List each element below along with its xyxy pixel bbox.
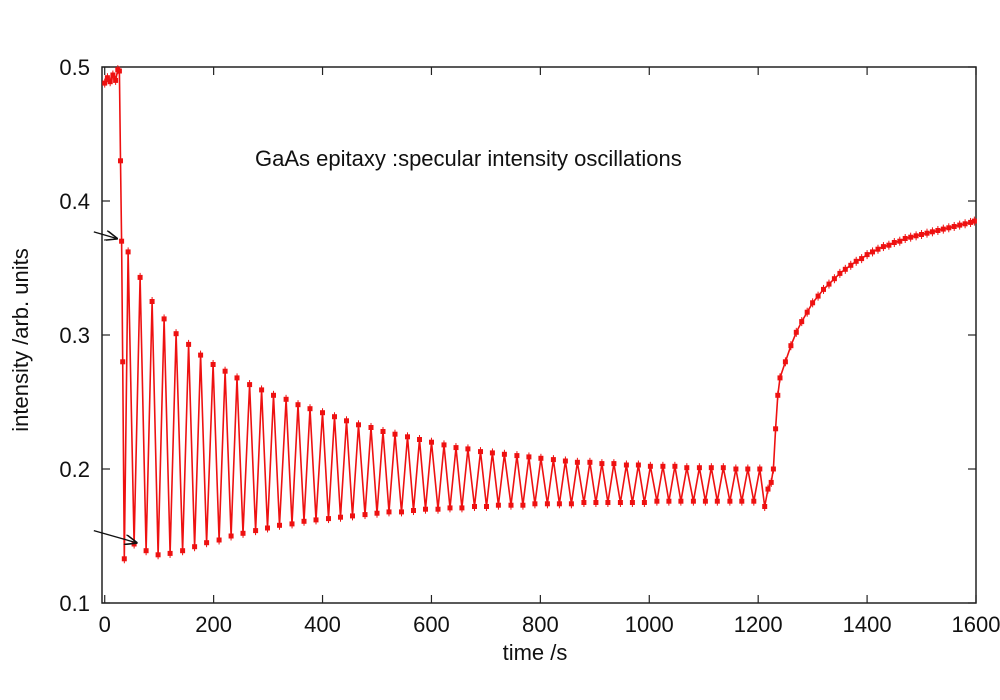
x-tick-label: 0 <box>99 612 111 637</box>
x-tick-label: 600 <box>413 612 450 637</box>
annotation-arrow <box>93 232 117 239</box>
y-tick-label: 0.3 <box>59 323 90 348</box>
y-tick-label: 0.1 <box>59 591 90 616</box>
y-tick-label: 0.4 <box>59 189 90 214</box>
series-line <box>103 68 975 560</box>
x-axis-ticks: 0 200 400 600 800 1000 1200 1400 1600 <box>99 67 1000 637</box>
x-tick-label: 400 <box>304 612 341 637</box>
y-axis-label: intensity /arb. units <box>8 248 33 431</box>
series-layer <box>102 65 977 564</box>
x-tick-label: 200 <box>195 612 232 637</box>
annotation-arrows <box>93 232 136 543</box>
x-tick-label: 1400 <box>843 612 892 637</box>
x-tick-label: 800 <box>522 612 559 637</box>
x-axis-label: time /s <box>503 640 568 665</box>
x-tick-label: 1600 <box>952 612 1000 637</box>
chart-annotation: GaAs epitaxy :specular intensity oscilla… <box>255 146 682 171</box>
annotation-arrow <box>93 530 136 543</box>
x-tick-label: 1200 <box>734 612 783 637</box>
x-tick-label: 1000 <box>625 612 674 637</box>
y-tick-label: 0.5 <box>59 55 90 80</box>
y-tick-label: 0.2 <box>59 457 90 482</box>
y-axis-ticks: 0.1 0.2 0.3 0.4 0.5 <box>59 55 976 616</box>
